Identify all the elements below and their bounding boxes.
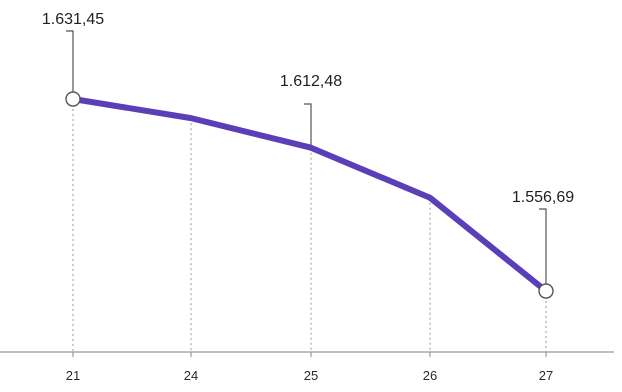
- label-leaders: [66, 30, 547, 291]
- leader-line-25: [304, 103, 312, 148]
- data-label-21: 1.631,45: [42, 11, 104, 28]
- leader-line-21: [66, 30, 74, 99]
- leader-line-27: [539, 208, 547, 291]
- x-tick-label-24: 24: [184, 368, 198, 383]
- series-line: [70, 96, 549, 294]
- data-label-27: 1.556,69: [512, 189, 574, 206]
- x-tick-label-27: 27: [539, 368, 553, 383]
- x-tick-label-26: 26: [423, 368, 437, 383]
- point-markers: [65, 91, 554, 299]
- x-tick-label-25: 25: [304, 368, 318, 383]
- point-marker-21: [65, 91, 81, 107]
- grid-layer: [72, 99, 547, 352]
- x-ticks: 21 24 25 26 27: [66, 352, 553, 383]
- x-tick-label-21: 21: [66, 368, 80, 383]
- point-marker-27: [538, 283, 554, 299]
- data-labels: 1.631,45 1.612,48 1.556,69: [42, 11, 574, 206]
- data-label-25: 1.612,48: [280, 73, 342, 90]
